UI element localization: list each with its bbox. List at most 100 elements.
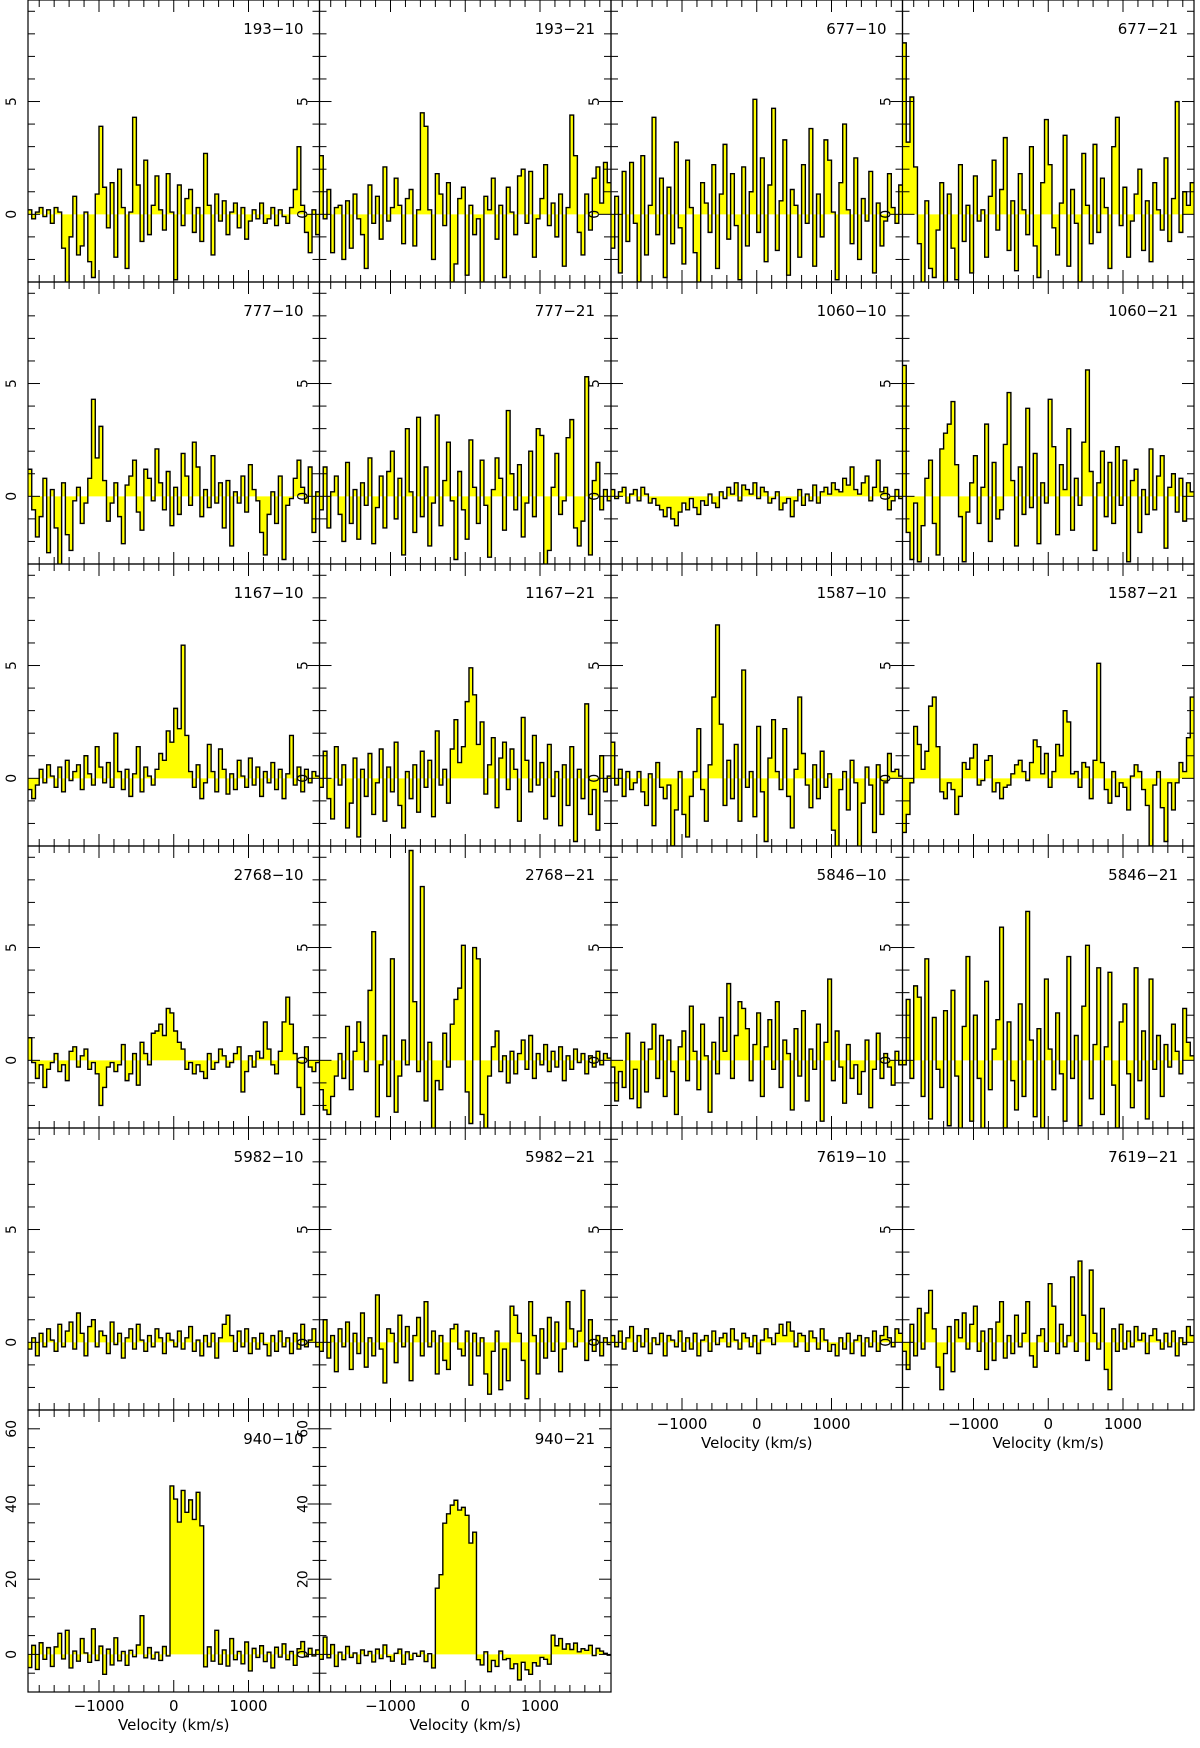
panel-label: 5982−21 <box>525 1148 595 1166</box>
spectrum-line <box>611 98 903 282</box>
spectrum-line <box>902 1260 1194 1391</box>
panel-label: 193−21 <box>535 20 595 38</box>
panel-label: 5982−10 <box>234 1148 304 1166</box>
panel-label: 7619−21 <box>1108 1148 1178 1166</box>
y-tick-label: 0 <box>587 774 603 783</box>
panel-label: 1587−10 <box>817 584 887 602</box>
spectrum-line <box>902 364 1194 563</box>
spectrum-line <box>28 996 320 1116</box>
x-tick-label: 1000 <box>521 1697 559 1715</box>
panel-label: 1060−21 <box>1108 302 1178 320</box>
panel-193−10: 0 5 193−10 <box>4 0 321 283</box>
spectrum-fill <box>28 1485 320 1675</box>
spectrum-line <box>902 910 1194 1128</box>
y-tick-label: 0 <box>587 1056 603 1065</box>
panel-frame <box>610 281 904 565</box>
spectrum-line <box>611 624 903 846</box>
y-tick-label: 0 <box>879 1338 895 1347</box>
y-tick-label: 0 <box>296 1338 312 1347</box>
spectrum-line <box>319 1499 611 1681</box>
panel-5846−10: 0 5 5846−10 <box>587 845 904 1129</box>
x-tick-label: 0 <box>1043 1415 1053 1433</box>
y-tick-label: 60 <box>4 1420 20 1438</box>
panel-777−10: 0 5 777−10 <box>4 281 321 565</box>
panel-frame <box>318 1127 612 1411</box>
y-tick-label: 5 <box>587 661 603 670</box>
spectrum-fill <box>611 979 903 1122</box>
y-tick-label: 0 <box>879 210 895 219</box>
y-tick-label: 5 <box>4 1225 20 1234</box>
y-tick-label: 5 <box>296 97 312 106</box>
y-tick-label: 0 <box>4 1338 20 1347</box>
y-tick-label: 5 <box>296 943 312 952</box>
panel-label: 7619−10 <box>817 1148 887 1166</box>
panel-frame <box>27 845 321 1129</box>
x-tick-label: −1000 <box>365 1697 416 1715</box>
y-tick-label: 0 <box>296 774 312 783</box>
y-tick-label: 5 <box>587 943 603 952</box>
x-axis-label: Velocity (km/s) <box>993 1434 1104 1452</box>
panel-label: 5846−21 <box>1108 866 1178 884</box>
y-tick-label: 0 <box>587 210 603 219</box>
y-tick-label: 5 <box>587 97 603 106</box>
panel-frame <box>901 1127 1195 1411</box>
panel-label: 677−10 <box>826 20 886 38</box>
x-axis-label: Velocity (km/s) <box>118 1716 229 1734</box>
spectrum-line <box>319 849 611 1128</box>
spectrum-line <box>28 116 320 282</box>
y-tick-label: 5 <box>4 379 20 388</box>
spectrum-line <box>28 398 320 564</box>
spectrum-line <box>902 42 1194 282</box>
panel-1060−10: 0 5 1060−10 <box>587 281 904 565</box>
panel-frame <box>27 563 321 847</box>
panel-193−21: 0 5 193−21 <box>296 0 612 283</box>
spectrum-fill <box>319 667 611 842</box>
spectrum-line <box>28 1312 320 1359</box>
y-tick-label: 0 <box>4 210 20 219</box>
panel-label: 1587−21 <box>1108 584 1178 602</box>
y-tick-label: 5 <box>296 661 312 670</box>
y-tick-label: 0 <box>4 492 20 501</box>
y-tick-label: 5 <box>879 661 895 670</box>
x-tick-label: 0 <box>169 1697 179 1715</box>
y-tick-label: 0 <box>587 492 603 501</box>
spectrum-line <box>28 1485 320 1676</box>
panel-1167−21: 0 5 1167−21 <box>296 563 612 847</box>
panel-1587−21: 0 5 1587−21 <box>879 563 1195 847</box>
panel-label: 1060−10 <box>817 302 887 320</box>
y-tick-label: 0 <box>4 1650 20 1659</box>
y-tick-label: 0 <box>296 1056 312 1065</box>
panel-1060−21: 0 5 1060−21 <box>879 281 1195 565</box>
y-tick-label: 5 <box>879 943 895 952</box>
panel-777−21: 0 5 777−21 <box>296 281 612 565</box>
spectrum-line <box>611 1321 903 1357</box>
y-tick-label: 5 <box>879 379 895 388</box>
panel-label: 940−10 <box>243 1430 303 1448</box>
x-tick-label: 1000 <box>1104 1415 1142 1433</box>
y-tick-label: 0 <box>4 774 20 783</box>
panel-frame <box>610 1127 904 1411</box>
x-tick-label: −1000 <box>657 1415 708 1433</box>
y-tick-label: 5 <box>4 661 20 670</box>
spectrum-fill <box>28 997 320 1115</box>
panel-label: 1167−10 <box>234 584 304 602</box>
panel-677−21: 0 5 677−21 <box>879 0 1195 283</box>
y-tick-label: 5 <box>587 1225 603 1234</box>
x-tick-label: 0 <box>460 1697 470 1715</box>
panel-label: 777−10 <box>243 302 303 320</box>
panel-label: 193−10 <box>243 20 303 38</box>
panel-label: 940−21 <box>535 1430 595 1448</box>
y-tick-label: 0 <box>4 1056 20 1065</box>
panel-label: 5846−10 <box>817 866 887 884</box>
spectrum-line <box>611 978 903 1122</box>
spectrum-line <box>611 459 903 527</box>
spectrum-line <box>319 112 611 282</box>
y-tick-label: 5 <box>879 1225 895 1234</box>
x-tick-label: 1000 <box>229 1697 267 1715</box>
spectrum-line <box>319 1289 611 1400</box>
spectrum-fill <box>28 399 320 564</box>
panel-677−10: 0 5 677−10 <box>587 0 904 283</box>
panel-label: 2768−21 <box>525 866 595 884</box>
